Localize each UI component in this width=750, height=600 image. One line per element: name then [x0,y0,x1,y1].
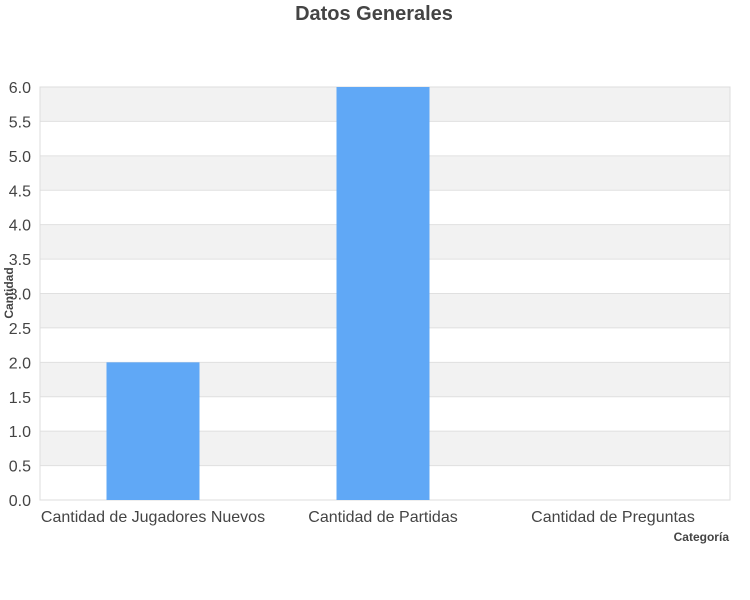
y-tick-label: 5.5 [9,114,31,131]
x-axis-tick-labels: Cantidad de Jugadores Nuevos Cantidad de … [41,509,695,526]
y-tick-label: 1.0 [9,424,31,441]
x-tick-label: Cantidad de Preguntas [531,509,695,526]
x-axis-title: Categoría [674,530,730,544]
y-tick-label: 1.5 [9,390,31,407]
bar [106,362,200,500]
bar [336,87,430,500]
y-tick-label: 4.5 [9,183,31,200]
y-tick-label: 4.0 [9,218,31,235]
y-tick-label: 2.0 [9,355,31,372]
x-tick-label: Cantidad de Partidas [308,509,457,526]
y-tick-label: 3.5 [9,252,31,269]
y-tick-label: 5.0 [9,149,31,166]
y-tick-label: 0.0 [9,493,31,510]
bars [106,87,430,500]
y-axis-tick-labels: 0.0 0.5 1.0 1.5 2.0 2.5 3.0 3.5 4.0 4.5 5.0 5.5 6.0 [9,80,31,510]
y-tick-label: 0.5 [9,459,31,476]
y-tick-label: 2.5 [9,321,31,338]
y-axis-title: Cantidad [2,267,16,318]
chart-title: Datos Generales [295,3,453,25]
x-tick-label: Cantidad de Jugadores Nuevos [41,509,265,526]
y-tick-label: 6.0 [9,80,31,97]
y-tick-label: 3.0 [9,287,31,304]
